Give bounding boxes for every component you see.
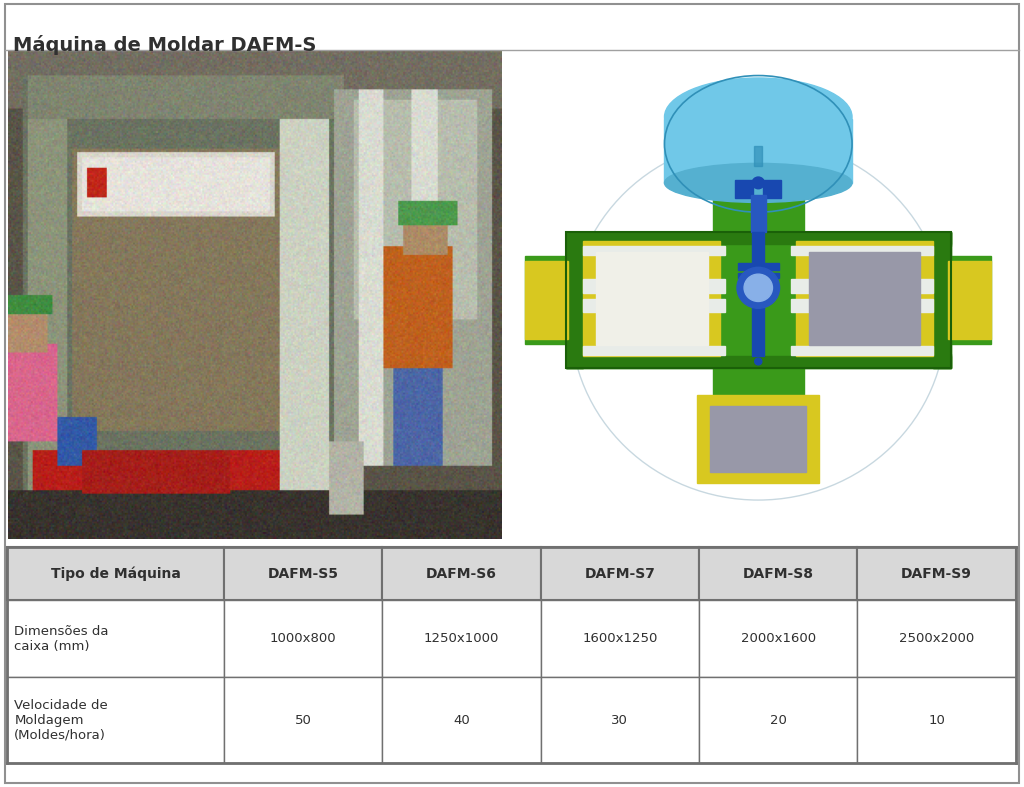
Bar (792, 246, 933, 255)
Text: Dimensões da
caixa (mm): Dimensões da caixa (mm) (14, 625, 109, 652)
Bar (584, 298, 725, 312)
Circle shape (737, 268, 779, 309)
Bar (738, 263, 778, 270)
Bar (525, 256, 565, 344)
Bar (565, 231, 951, 244)
Bar (809, 252, 921, 345)
Bar (933, 231, 951, 246)
Text: 50: 50 (295, 714, 311, 726)
Bar (792, 298, 933, 312)
Text: 2500x2000: 2500x2000 (899, 632, 974, 645)
Bar (933, 353, 951, 368)
Bar (584, 242, 720, 356)
Text: Velocidade de
Moldagem
(Moldes/hora): Velocidade de Moldagem (Moldes/hora) (14, 699, 109, 741)
Bar (584, 246, 725, 255)
Bar (565, 356, 951, 368)
Bar (738, 273, 778, 278)
Bar (933, 231, 951, 368)
Ellipse shape (665, 78, 852, 156)
Bar (525, 261, 568, 339)
Bar (713, 198, 804, 231)
Text: 1000x800: 1000x800 (270, 632, 337, 645)
Bar (565, 231, 951, 368)
Text: 40: 40 (454, 714, 470, 726)
Ellipse shape (665, 164, 852, 202)
Bar (792, 345, 933, 355)
Bar (565, 231, 951, 368)
Circle shape (753, 177, 764, 189)
Text: 1600x1250: 1600x1250 (583, 632, 657, 645)
Circle shape (755, 349, 762, 356)
Text: DAFM-S5: DAFM-S5 (267, 567, 339, 581)
Bar (565, 231, 584, 368)
Text: 1250x1000: 1250x1000 (424, 632, 500, 645)
Text: 10: 10 (928, 714, 945, 726)
Bar (792, 279, 933, 293)
Bar (753, 231, 764, 268)
Circle shape (755, 341, 762, 347)
Bar (753, 288, 764, 356)
Bar (665, 144, 852, 183)
Bar (751, 195, 766, 231)
Bar (584, 345, 725, 355)
Text: Tipo de Máquina: Tipo de Máquina (50, 567, 180, 581)
Bar (565, 231, 584, 246)
Text: 2000x1600: 2000x1600 (740, 632, 816, 645)
Text: 20: 20 (770, 714, 786, 726)
Bar (565, 353, 584, 368)
Text: DAFM-S8: DAFM-S8 (742, 567, 814, 581)
Text: Máquina de Moldar DAFM-S: Máquina de Moldar DAFM-S (13, 35, 316, 55)
Text: DAFM-S6: DAFM-S6 (426, 567, 497, 581)
Bar (665, 120, 852, 183)
Bar (951, 256, 991, 344)
Bar (797, 242, 933, 356)
Bar (735, 180, 754, 198)
Bar (948, 261, 991, 339)
Text: 30: 30 (611, 714, 629, 726)
Bar (596, 252, 708, 345)
Bar (755, 146, 762, 166)
Text: DAFM-S9: DAFM-S9 (901, 567, 972, 581)
Circle shape (755, 358, 762, 365)
Bar (710, 406, 807, 471)
Bar (584, 279, 725, 293)
Bar (713, 368, 804, 408)
Bar (763, 180, 781, 198)
Circle shape (744, 274, 772, 301)
Bar (697, 395, 819, 483)
Text: DAFM-S7: DAFM-S7 (585, 567, 655, 581)
